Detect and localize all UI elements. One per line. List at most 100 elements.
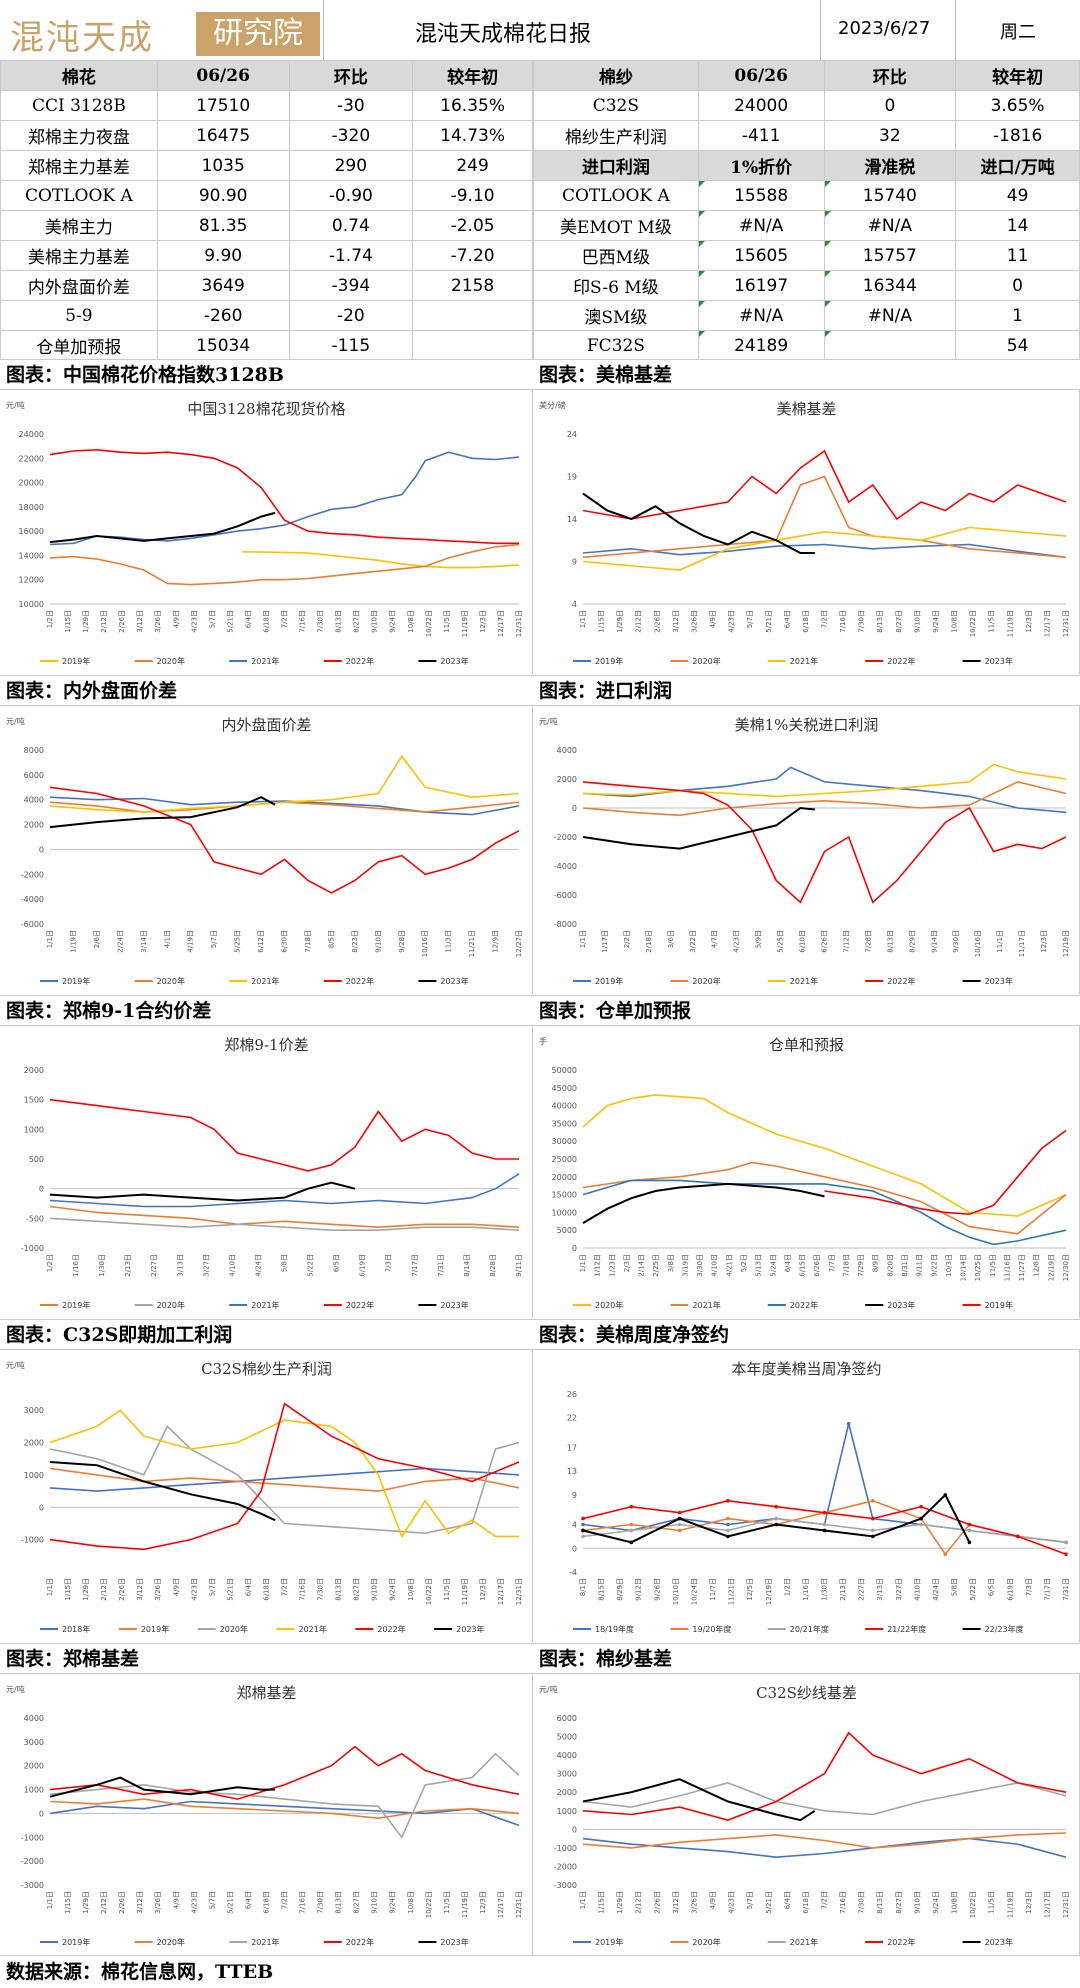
y-tick-label: -4 (569, 1568, 577, 1577)
x-tick-label: 7/16日 (299, 610, 307, 633)
data-point (846, 1421, 851, 1426)
x-tick-label: 9/10日 (371, 610, 379, 633)
series-line-3 (582, 781, 1067, 904)
table-cell: 9.90 (156, 240, 290, 271)
table-cell: 249 (412, 150, 533, 181)
legend-label: 2021年 (790, 1937, 818, 1947)
data-point (726, 1516, 730, 1521)
x-tick-label: 5/7日 (210, 930, 218, 948)
x-tick-label: 4/7日 (711, 930, 719, 948)
section-title-us-basis: 图表：美棉基差 (533, 359, 1080, 390)
x-tick-label: 8/14日 (463, 1254, 471, 1277)
table-cell: 较年初 (955, 60, 1080, 91)
x-tick-label: 7/18日 (842, 1254, 850, 1277)
x-tick-label: 4/9日 (172, 1891, 180, 1909)
data-point (919, 1504, 923, 1509)
x-tick-label: 12/19日 (1062, 930, 1070, 957)
x-tick-label: 6/4日 (244, 1891, 252, 1909)
x-tick-label: 5/7日 (746, 1891, 754, 1909)
x-tick-label: 8/31日 (901, 1254, 909, 1277)
x-tick-label: 10/22日 (425, 1891, 433, 1918)
y-tick-label: 6000 (24, 771, 44, 780)
data-point (943, 1552, 948, 1556)
x-tick-label: 4/10日 (228, 1254, 236, 1277)
series-line-2 (582, 1782, 1067, 1816)
table-cell: 3.65% (955, 90, 1080, 121)
x-tick-label: 12/5日 (746, 1578, 754, 1601)
x-tick-label: 9/11日 (515, 1254, 523, 1277)
table-cell: COTLOOK A (533, 180, 699, 211)
x-tick-label: 12/17日 (1043, 1891, 1051, 1918)
table-cell: 49 (955, 180, 1080, 211)
data-point (629, 1540, 634, 1545)
x-tick-label: 7/28日 (864, 930, 872, 953)
y-tick-label: 0 (572, 804, 577, 813)
x-tick-label: 10/8日 (951, 1891, 959, 1914)
table-cell: 较年初 (412, 60, 533, 91)
y-tick-label: 9 (572, 1491, 577, 1500)
y-tick-label: 0 (39, 1809, 44, 1818)
x-tick-label: 8/13日 (335, 1891, 343, 1914)
x-tick-label: 3/12日 (672, 610, 680, 633)
cotton-price-table: 棉花 06/26 环比 较年初 CCI 3128B 17510 -30 16.35% 郑棉主力夜… (0, 60, 533, 361)
table-cell: C32S (533, 90, 699, 121)
data-point (774, 1522, 778, 1527)
x-tick-label: 6/4日 (244, 1578, 252, 1596)
x-tick-label: 7/18日 (304, 930, 312, 953)
data-point (871, 1534, 875, 1539)
x-tick-label: 11/5日 (443, 1578, 451, 1601)
x-tick-label: 6/12日 (257, 930, 265, 953)
x-tick-label: 7/12日 (842, 930, 850, 953)
x-tick-label: 10/8日 (407, 1891, 415, 1914)
legend-label: 18/19年度 (595, 1624, 634, 1634)
table-cell: 棉花 (0, 60, 158, 91)
x-tick-label: 7/30日 (317, 1578, 325, 1601)
series-line-1 (582, 781, 1067, 817)
x-tick-label: 1/15日 (64, 1891, 72, 1914)
y-tick-label: 40000 (552, 1102, 577, 1111)
x-tick-label: 9/28日 (398, 930, 406, 953)
chart-title: 内外盘面价差 (221, 716, 311, 734)
y-tick-label: 1000 (24, 1125, 44, 1134)
table-cell: 进口利润 (533, 150, 699, 181)
data-point (726, 1528, 730, 1533)
data-point (822, 1522, 827, 1527)
x-tick-label: 6/18日 (262, 1891, 270, 1914)
y-tick-label: 6000 (557, 1714, 577, 1723)
x-tick-label: 4/24日 (254, 1254, 262, 1277)
x-tick-label: 12/9日 (492, 930, 500, 953)
series-line-4 (49, 796, 276, 829)
table-row: 巴西M级 15605 15757 11 (533, 240, 1080, 271)
x-tick-label: 8/9日 (872, 1254, 880, 1272)
x-tick-label: 11/1日 (996, 930, 1004, 953)
x-tick-label: 12/3日 (479, 610, 487, 633)
x-tick-label: 9/24日 (389, 610, 397, 633)
y-tick-label: 20000 (552, 1173, 577, 1182)
chart-panel-net-sales: 本年度美棉当周净签约 -4 0 4 9 13 17 22 26 8/1日 8/15日 8/29日 9/1… (533, 1350, 1080, 1642)
legend-label: 2019年 (595, 976, 623, 986)
chart-title: 郑棉基差 (236, 1684, 296, 1702)
y-tick-label: 4 (572, 600, 577, 609)
table-header-row: 棉花 06/26 环比 较年初 (0, 60, 533, 91)
x-tick-label: 10/8日 (951, 610, 959, 633)
data-point (677, 1528, 682, 1533)
y-tick-label: -6000 (21, 920, 44, 929)
table-cell: 0 (823, 90, 957, 121)
chart-title: 仓单和预报 (769, 1036, 844, 1054)
legend-label: 2023年 (440, 1300, 468, 1310)
y-tick-label: 0 (572, 1244, 577, 1253)
x-tick-label: 2/12日 (635, 610, 643, 633)
y-tick-label: 0 (39, 845, 44, 854)
series-line-0 (582, 543, 1067, 559)
table-row: FC32S 24189 54 (533, 330, 1080, 361)
data-point (581, 1528, 585, 1533)
x-tick-label: 4/9日 (172, 1578, 180, 1596)
x-tick-label: 5/7日 (208, 610, 216, 628)
x-tick-label: 12/17日 (497, 1578, 505, 1605)
x-tick-label: 6/19日 (359, 1254, 367, 1277)
data-point (726, 1499, 730, 1503)
x-tick-label: 1/15日 (598, 1891, 606, 1914)
y-tick-label: 2000 (24, 1439, 44, 1448)
x-tick-label: 1/15日 (64, 610, 72, 633)
x-tick-label: 2/3日 (623, 1254, 631, 1272)
